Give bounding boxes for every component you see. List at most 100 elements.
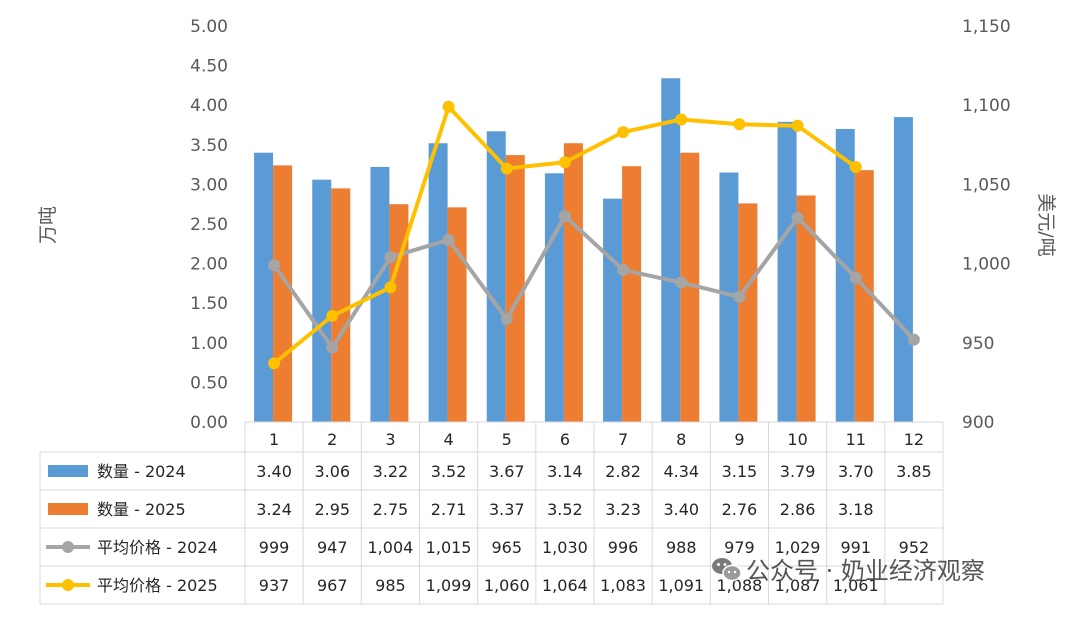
y-tick-left: 0.00: [190, 413, 228, 433]
data-label: 999: [259, 538, 290, 557]
data-label: 1,083: [600, 576, 646, 595]
data-label: 996: [608, 538, 639, 557]
y-tick-right: 950: [962, 334, 994, 354]
point-2025: [500, 162, 513, 175]
legend-label: 平均价格 - 2024: [97, 538, 218, 557]
x-tick-label: 9: [734, 430, 744, 449]
data-label: 1,061: [833, 576, 879, 595]
point-2024: [442, 233, 455, 246]
bar-2025: [796, 195, 816, 422]
y-axis-left-title: 万吨: [37, 206, 59, 244]
bar-2024: [428, 143, 448, 422]
data-label: 3.15: [722, 462, 758, 481]
data-label: 2.71: [431, 500, 467, 519]
y-tick-left: 1.50: [190, 294, 228, 314]
data-label: 1,030: [542, 538, 588, 557]
x-tick-label: 7: [618, 430, 628, 449]
bar-2025: [854, 170, 874, 422]
data-label: 991: [840, 538, 871, 557]
y-tick-right: 900: [962, 413, 994, 433]
data-label: 3.24: [256, 500, 292, 519]
legend-label: 数量 - 2024: [97, 462, 186, 481]
data-label: 985: [375, 576, 406, 595]
bar-2024: [603, 198, 623, 422]
y-tick-left: 2.50: [190, 215, 228, 235]
y-tick-left: 3.50: [190, 136, 228, 156]
data-label: 947: [317, 538, 348, 557]
legend-marker: [62, 541, 74, 553]
data-label: 965: [491, 538, 522, 557]
point-2024: [791, 211, 804, 224]
y-tick-left: 5.00: [190, 17, 228, 37]
point-2024: [617, 263, 630, 276]
bar-2024: [486, 131, 506, 422]
data-label: 2.76: [722, 500, 758, 519]
point-2024: [268, 259, 281, 272]
bar-2025: [273, 165, 293, 422]
data-label: 979: [724, 538, 755, 557]
y-tick-left: 4.00: [190, 96, 228, 116]
bar-2025: [505, 155, 525, 422]
data-label: 1,099: [426, 576, 472, 595]
x-tick-label: 4: [443, 430, 453, 449]
bar-2025: [738, 203, 758, 422]
bar-2024: [719, 172, 739, 422]
wechat-icon: [712, 558, 742, 582]
data-label: 988: [666, 538, 697, 557]
point-2024: [500, 313, 513, 326]
bar-2024: [835, 128, 855, 422]
x-tick-label: 6: [560, 430, 570, 449]
point-2024: [558, 210, 571, 223]
bar-2024: [312, 179, 332, 422]
data-label: 3.79: [780, 462, 816, 481]
y-tick-left: 4.50: [190, 57, 228, 77]
bar-2025: [331, 188, 351, 422]
x-tick-label: 1: [269, 430, 279, 449]
point-2024: [907, 333, 920, 346]
data-label: 1,064: [542, 576, 588, 595]
y-tick-left: 3.00: [190, 175, 228, 195]
line-2024: [272, 214, 916, 350]
point-2025: [675, 113, 688, 126]
data-label: 1,015: [426, 538, 472, 557]
watermark: 公众号 · 奶业经济观察: [712, 557, 985, 585]
x-tick-label: 10: [787, 430, 807, 449]
point-2024: [326, 341, 339, 354]
bar-2024: [544, 173, 564, 422]
data-label: 1,087: [775, 576, 821, 595]
data-label: 1,060: [484, 576, 530, 595]
data-label: 3.67: [489, 462, 525, 481]
data-label: 2.86: [780, 500, 816, 519]
legend-swatch: [48, 465, 88, 477]
data-label: 3.52: [431, 462, 467, 481]
y-tick-left: 0.50: [190, 373, 228, 393]
point-2025: [791, 119, 804, 132]
point-2025: [733, 118, 746, 131]
y-tick-right: 1,050: [962, 175, 1011, 195]
data-label: 3.40: [256, 462, 292, 481]
watermark-text: 公众号 · 奶业经济观察: [746, 557, 985, 585]
point-2024: [384, 251, 397, 264]
bar-2025: [680, 152, 700, 422]
bar-2024: [661, 78, 681, 422]
data-label: 1,029: [775, 538, 821, 557]
data-label: 3.70: [838, 462, 874, 481]
y-tick-right: 1,000: [962, 255, 1011, 275]
data-label: 952: [899, 538, 930, 557]
bar-2024: [777, 121, 797, 422]
data-label: 3.23: [605, 500, 641, 519]
x-tick-label: 12: [904, 430, 924, 449]
point-2025: [849, 160, 862, 173]
data-label: 1,004: [368, 538, 414, 557]
point-2025: [384, 281, 397, 294]
bar-2024: [893, 117, 913, 422]
data-label: 1,091: [658, 576, 704, 595]
data-label: 2.95: [314, 500, 350, 519]
data-label: 937: [259, 576, 290, 595]
y-tick-left: 2.00: [190, 255, 228, 275]
point-2025: [558, 156, 571, 169]
data-label: 2.82: [605, 462, 641, 481]
y-axis-right-title: 美元/吨: [1035, 193, 1057, 256]
data-label: 3.14: [547, 462, 583, 481]
